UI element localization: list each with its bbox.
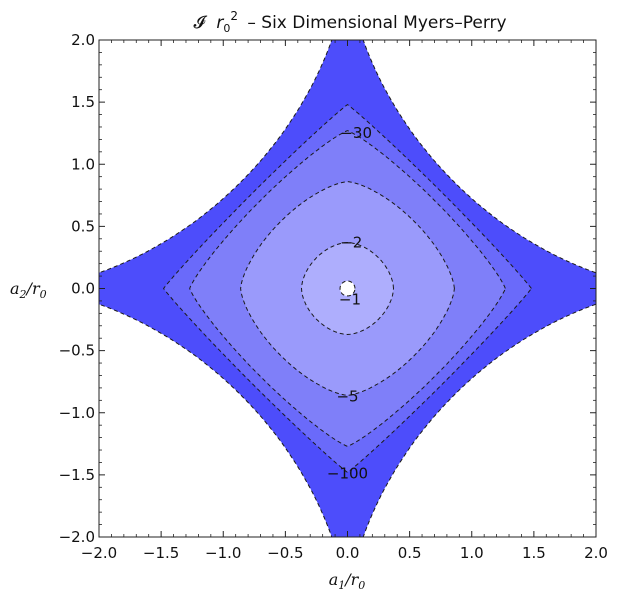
x-tick-label: 0.5: [398, 544, 422, 562]
axis-ticks: [98, 39, 597, 538]
contour-label-1: −2: [340, 233, 362, 251]
x-tick-label: 1.0: [460, 544, 484, 562]
title-r-sub: 0: [223, 22, 230, 35]
y-tick-label: −1.5: [59, 466, 95, 484]
y-tick-label: 1.0: [71, 155, 95, 173]
x-tick-label: 1.5: [522, 544, 546, 562]
contour-line-5: [339, 280, 356, 297]
contour-label-4: −100: [327, 464, 368, 482]
y-tick-label: 0.5: [71, 217, 95, 235]
title-text: – Six Dimensional Myers–Perry: [247, 13, 506, 33]
contour-label-0: −30: [340, 124, 372, 142]
contour-line-1: [162, 103, 533, 474]
x-tick-label: −0.5: [267, 544, 303, 562]
x-tick-label: −2.0: [81, 544, 117, 562]
contour-line-2: [189, 130, 506, 447]
y-tick-label: −0.5: [59, 342, 95, 360]
y-axis-label: a2/r0: [10, 279, 47, 301]
contour-lines: [99, 40, 596, 537]
contour-labels: −30 −2 −1 −5 −100: [327, 124, 372, 482]
y-tick-label: 0.0: [71, 280, 95, 298]
contour-regions: [99, 40, 596, 537]
x-tick-label: −1.0: [205, 544, 241, 562]
y-tick-label: −2.0: [59, 528, 95, 546]
x-tick-label: 2.0: [584, 544, 608, 562]
x-tick-label: 0.0: [336, 544, 360, 562]
y-tick-label: 1.5: [71, 93, 95, 111]
contour-line-3: [240, 181, 455, 396]
tick-labels: −2.0 −1.5 −1.0 −0.5 0.0 0.5 1.0 1.5 2.0 −2.0 −1.5 −…: [59, 31, 608, 562]
title-r-sup: 2: [230, 9, 238, 23]
y-tick-label: 2.0: [71, 31, 95, 49]
y-tick-label: −1.0: [59, 404, 95, 422]
title-r: r: [216, 13, 224, 33]
x-axis-label: a1/r0: [329, 570, 366, 592]
contour-line-4: [300, 241, 395, 336]
contour-label-2: −1: [339, 290, 361, 308]
contour-region-5: [340, 281, 355, 296]
contour-line-0: [99, 40, 596, 537]
x-tick-label: −1.5: [143, 544, 179, 562]
contour-label-3: −5: [336, 387, 358, 405]
title-symbol: 𝓘: [193, 13, 207, 33]
chart-title: 𝓘 r02 – Six Dimensional Myers–Perry: [193, 9, 506, 35]
